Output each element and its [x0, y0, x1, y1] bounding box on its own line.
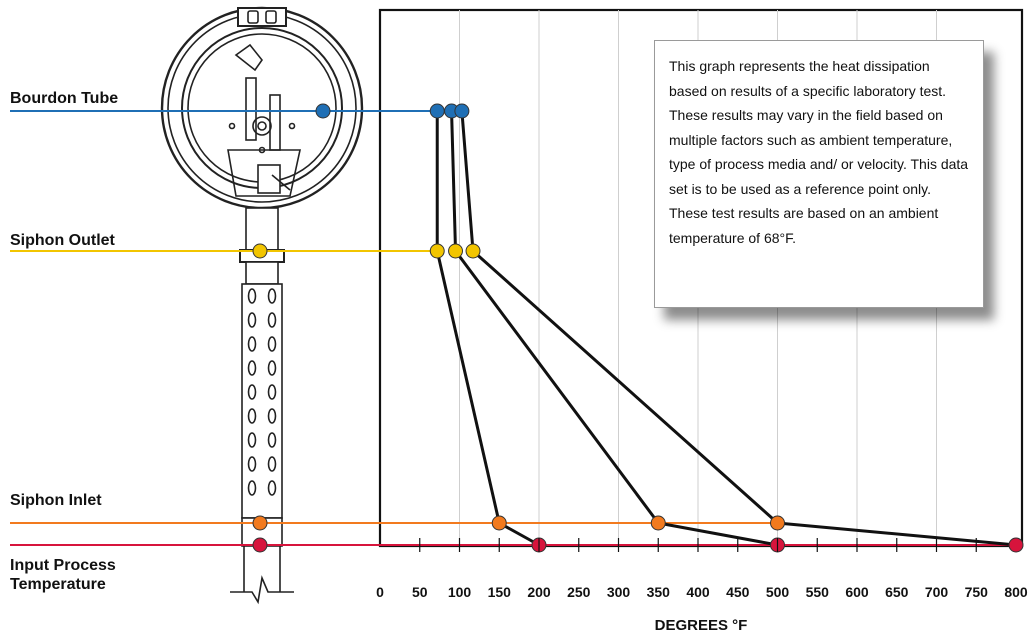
label-siphon-outlet: Siphon Outlet: [10, 232, 116, 249]
tick-label: 250: [567, 584, 591, 600]
tick-label: 0: [376, 584, 384, 600]
siphon-hole: [267, 480, 277, 496]
point-input-3: [1008, 537, 1024, 553]
tick-label: 550: [806, 584, 830, 600]
siphon-hole: [267, 288, 277, 304]
siphon-hole: [247, 432, 257, 448]
tick-label: 50: [412, 584, 428, 600]
siphon-hole: [267, 360, 277, 376]
siphon-hole: [247, 360, 257, 376]
note-paragraph-2: These test results are based on an ambie…: [669, 205, 939, 246]
point-inlet-2: [650, 515, 666, 531]
tick-label: 800: [1004, 584, 1028, 600]
siphon-hole: [247, 384, 257, 400]
siphon-hole: [247, 408, 257, 424]
gauge-marker-outlet: [252, 243, 268, 259]
point-outlet-1: [429, 243, 445, 259]
siphon-hole: [267, 384, 277, 400]
siphon-hole: [267, 336, 277, 352]
point-outlet-2: [448, 243, 464, 259]
tick-label: 650: [885, 584, 909, 600]
siphon-hole: [267, 312, 277, 328]
siphon-hole: [247, 312, 257, 328]
tick-label: 600: [845, 584, 869, 600]
label-temperature: Temperature: [10, 576, 106, 593]
point-bourdon-1: [429, 103, 445, 119]
series-line-3: [460, 110, 1017, 547]
series-lines: [435, 110, 1017, 547]
series-line-1: [435, 111, 540, 547]
point-bourdon-3: [454, 103, 470, 119]
label-siphon-inlet: Siphon Inlet: [10, 492, 102, 509]
label-input-process: Input Process: [10, 557, 116, 574]
siphon-hole: [267, 456, 277, 472]
x-ticks: 0 50 100 150 200 250 300 350 400 450 500 550 600 650 7…: [376, 538, 1028, 600]
label-bourdon-tube: Bourdon Tube: [10, 90, 118, 107]
siphon-holes: [247, 288, 277, 496]
point-outlet-3: [465, 243, 481, 259]
series-line-2: [450, 110, 778, 547]
data-points: [252, 103, 1024, 553]
gauge-illustration: [160, 6, 364, 605]
tick-label: 200: [527, 584, 551, 600]
tick-label: 500: [766, 584, 790, 600]
gauge-marker-inlet: [252, 515, 268, 531]
gauge-marker-bourdon: [315, 103, 331, 119]
tick-label: 100: [448, 584, 472, 600]
note-paragraph-1: This graph represents the heat dissipati…: [669, 58, 969, 197]
siphon-hole: [267, 408, 277, 424]
point-inlet-3: [770, 515, 785, 531]
point-inlet-1: [491, 515, 507, 531]
tick-label: 350: [647, 584, 671, 600]
siphon-hole: [247, 288, 257, 304]
level-lines: [10, 110, 1016, 546]
tick-label: 450: [726, 584, 750, 600]
tick-label: 300: [607, 584, 631, 600]
gauge-marker-input: [252, 537, 268, 553]
info-note: This graph represents the heat dissipati…: [654, 40, 984, 308]
tick-label: 700: [925, 584, 949, 600]
tick-label: 400: [686, 584, 710, 600]
tick-label: 750: [965, 584, 989, 600]
x-axis-title: DEGREES °F: [655, 617, 748, 634]
siphon-hole: [247, 456, 257, 472]
siphon-hole: [247, 336, 257, 352]
tick-label: 150: [488, 584, 512, 600]
siphon-hole: [267, 432, 277, 448]
siphon-hole: [247, 480, 257, 496]
